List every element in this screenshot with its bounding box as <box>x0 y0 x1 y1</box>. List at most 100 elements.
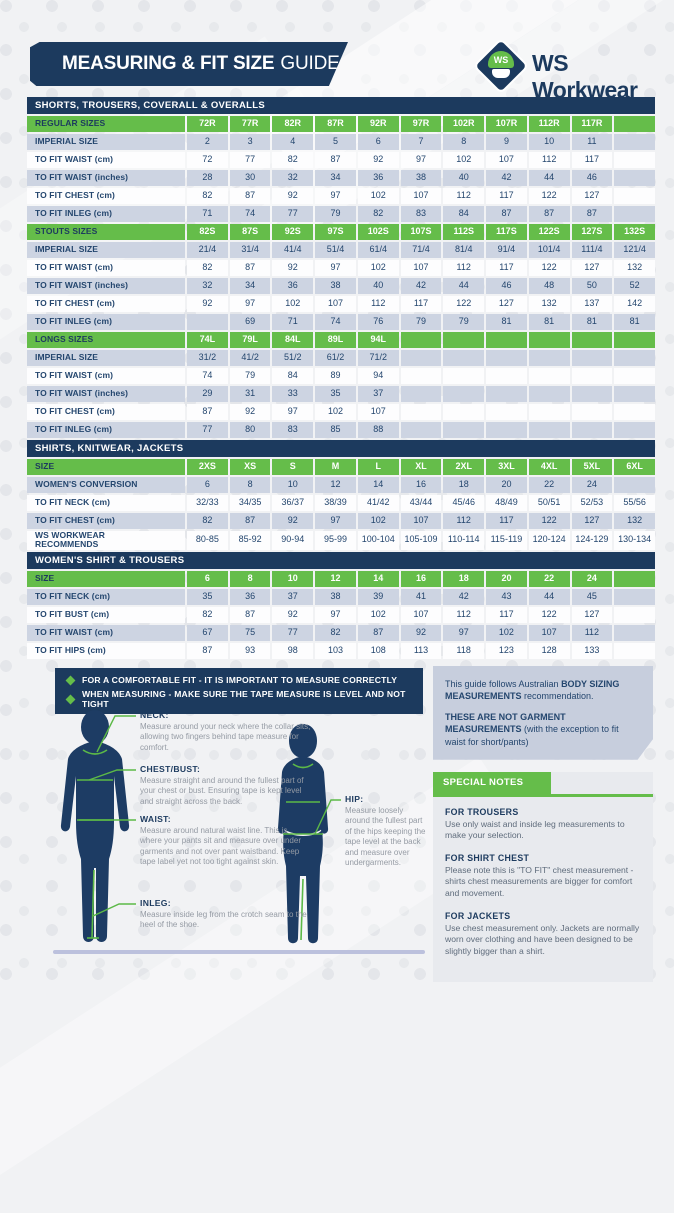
size-cell: 5XL <box>571 459 613 475</box>
size-cell: 92R <box>357 116 399 132</box>
value-cell: 36 <box>229 588 271 605</box>
value-cell: 142 <box>614 296 655 312</box>
size-header-row: STOUTS SIZES 82S 87S 92S 97S 102S 107S 112S 117S… <box>27 224 655 240</box>
size-cell: 97R <box>400 116 442 132</box>
value-cell: 82 <box>315 624 356 641</box>
size-cell: 102S <box>357 224 399 240</box>
value-cell: 112 <box>443 606 485 623</box>
value-cell: 45 <box>571 588 613 605</box>
value-cell: 80 <box>229 422 271 438</box>
value-cell: 10 <box>528 134 570 150</box>
size-cell: 92S <box>272 224 314 240</box>
value-cell: 97 <box>315 513 356 529</box>
size-cell: 87S <box>229 224 271 240</box>
value-cell: 87 <box>486 206 527 222</box>
size-cell: 22 <box>528 570 570 587</box>
row-label: TO FIT WAIST (cm) <box>27 152 185 168</box>
value-cell <box>400 350 442 366</box>
callout-neck: NECK: Measure around your neck where the … <box>140 710 311 752</box>
value-cell: 92 <box>272 260 314 276</box>
size-cell: 82S <box>187 224 228 240</box>
diamond-bullet-icon <box>65 694 76 704</box>
value-cell <box>528 422 570 438</box>
value-cell: 44 <box>528 588 570 605</box>
size-cell: 72R <box>187 116 228 132</box>
value-cell: 102 <box>315 404 356 420</box>
table-row: TO FIT INLEG (cm) 69 71 74 76 79 79 81 81 81 81 <box>27 314 655 330</box>
value-cell: 92 <box>187 296 228 312</box>
row-label: TO FIT WAIST (cm) <box>27 260 185 276</box>
value-cell: 92 <box>272 606 314 623</box>
size-cell: 6 <box>187 570 228 587</box>
value-cell: 105-109 <box>400 531 442 550</box>
value-cell <box>571 368 613 384</box>
value-cell <box>571 422 613 438</box>
size-cell: 97S <box>315 224 356 240</box>
size-cell: 132S <box>614 224 655 240</box>
value-cell: 122 <box>528 260 570 276</box>
special-note-heading: FOR JACKETS <box>445 910 511 921</box>
value-cell: 42 <box>400 278 442 294</box>
callout-waist: WAIST: Measure around natural waist line.… <box>140 814 301 867</box>
value-cell: 42 <box>486 170 527 186</box>
table-row: TO FIT WAIST (cm) 74 79 84 89 94 <box>27 368 655 384</box>
value-cell: 97 <box>315 260 356 276</box>
page-title-suffix: GUIDE <box>280 53 340 74</box>
value-cell: 80-85 <box>187 531 228 550</box>
value-cell: 81 <box>528 314 570 330</box>
size-cell: 102R <box>443 116 485 132</box>
value-cell: 107 <box>400 260 442 276</box>
value-cell: 87 <box>229 188 271 204</box>
special-note-text: Use only waist and inside leg measuremen… <box>445 818 625 841</box>
table-section-title: WOMEN'S SHIRT & TROUSERS <box>27 551 655 569</box>
table-row: IMPERIAL SIZE 21/4 31/4 41/4 51/4 61/4 71/4 81/… <box>27 242 655 258</box>
size-cell <box>614 570 655 587</box>
special-note: FOR JACKETS Use chest measurement only. J… <box>433 911 653 958</box>
value-cell: 79 <box>400 314 442 330</box>
value-cell: 107 <box>486 152 527 168</box>
size-tables: SHORTS, TROUSERS, COVERALL & OVERALLS REG… <box>27 97 655 661</box>
size-cell: 122S <box>528 224 570 240</box>
value-cell: 24 <box>571 477 613 493</box>
value-cell: 55/56 <box>614 495 655 511</box>
value-cell: 82 <box>187 606 228 623</box>
value-cell: 102 <box>357 188 399 204</box>
value-cell: 22 <box>528 477 570 493</box>
value-cell <box>614 606 655 623</box>
value-cell: 83 <box>272 422 314 438</box>
table-row: TO FIT WAIST (cm) 82 87 92 97 102 107 112 117 122… <box>27 260 655 276</box>
value-cell: 92 <box>357 152 399 168</box>
value-cell: 41/2 <box>229 350 271 366</box>
size-header-label: SIZE <box>27 570 185 587</box>
value-cell: 30 <box>229 170 271 186</box>
row-label: TO FIT WAIST (inches) <box>27 170 185 186</box>
value-cell: 95-99 <box>315 531 356 550</box>
value-cell: 93 <box>229 642 271 659</box>
value-cell: 20 <box>486 477 527 493</box>
value-cell: 46 <box>571 170 613 186</box>
value-cell: 51/2 <box>272 350 314 366</box>
value-cell: 74 <box>315 314 356 330</box>
value-cell: 117 <box>486 188 527 204</box>
value-cell: 137 <box>571 296 613 312</box>
value-cell: 92 <box>272 513 314 529</box>
value-cell: 127 <box>571 606 613 623</box>
value-cell: 94 <box>357 368 399 384</box>
value-cell: 31/4 <box>229 242 271 258</box>
size-cell: 2XS <box>187 459 228 475</box>
value-cell: 123 <box>486 642 527 659</box>
size-header-row: SIZE 6 8 10 12 14 16 18 20 22 24 <box>27 570 655 587</box>
logo-hardhat-icon: WS <box>488 51 514 68</box>
row-label: IMPERIAL SIZE <box>27 134 185 150</box>
value-cell: 33 <box>272 386 314 402</box>
value-cell <box>486 350 527 366</box>
value-cell: 8 <box>229 477 271 493</box>
value-cell: 41 <box>400 588 442 605</box>
value-cell: 107 <box>400 513 442 529</box>
size-cell: 94L <box>357 332 399 348</box>
value-cell: 112 <box>443 188 485 204</box>
size-cell: 18 <box>443 570 485 587</box>
value-cell: 34/35 <box>229 495 271 511</box>
row-label: TO FIT WAIST (cm) <box>27 624 185 641</box>
value-cell: 77 <box>187 422 228 438</box>
